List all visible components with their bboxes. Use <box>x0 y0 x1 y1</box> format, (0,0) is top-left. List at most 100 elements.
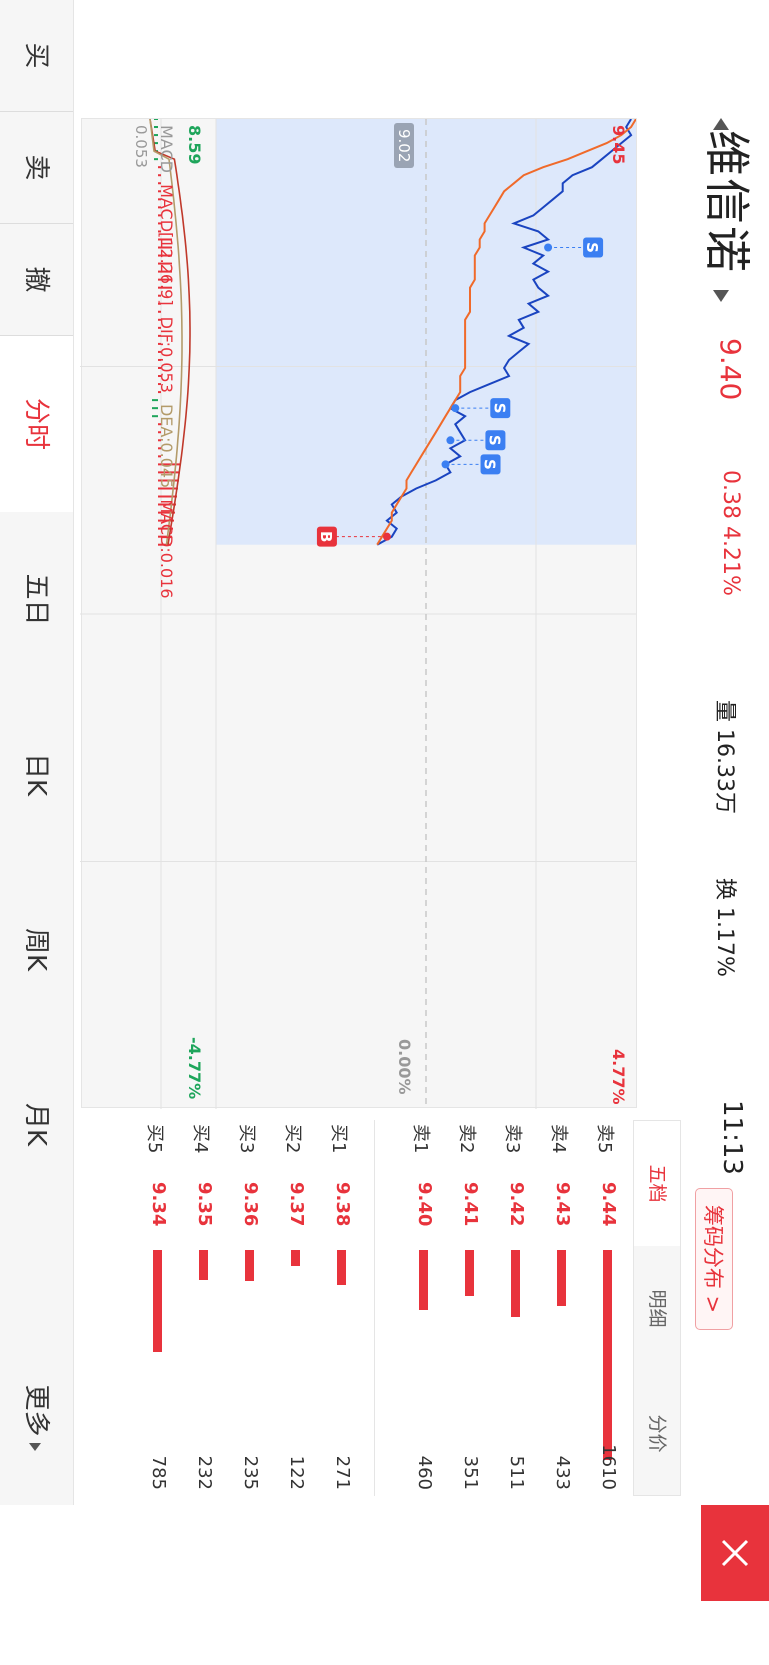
level-volume: 511 <box>506 1455 527 1490</box>
level-volume-bar <box>465 1250 474 1296</box>
order-book-divider <box>374 1120 375 1496</box>
order-book-row: 买5 9.34 785 <box>133 1120 179 1496</box>
macd-dif: DIF:0.053 <box>157 316 176 393</box>
tab-monthly-k[interactable]: 月K <box>21 1102 51 1147</box>
buy-button[interactable]: 买 <box>0 0 73 112</box>
macd-zero-label: 0.053 <box>132 125 150 168</box>
level-price: 9.41 <box>460 1182 481 1227</box>
trade-marker-badge <box>583 237 604 258</box>
order-book-tabs: 五档 明细 分价 <box>633 1120 681 1496</box>
tab-daily-k[interactable]: 日K <box>21 752 51 797</box>
level-label: 卖5 <box>594 1124 615 1154</box>
chevron-down-icon <box>29 1442 42 1451</box>
level-volume-bar <box>153 1250 162 1352</box>
level-volume: 785 <box>148 1455 169 1490</box>
prev-close-label: 9.02 <box>394 123 414 169</box>
level-volume: 1610 <box>598 1444 619 1490</box>
y-axis-high: 9.45 <box>609 125 628 165</box>
tab-detail[interactable]: 明细 <box>646 1289 668 1328</box>
order-book-row: 买3 9.36 235 <box>225 1120 271 1496</box>
trade-marker-badge <box>480 454 501 475</box>
tab-intraday[interactable]: 分时 <box>0 336 73 512</box>
trade-marker-label: B <box>317 531 335 542</box>
pct-axis-mid: 0.00% <box>395 1039 414 1095</box>
y-axis-low: 8.59 <box>185 125 204 165</box>
tab-price-distribution[interactable]: 分价 <box>646 1414 668 1453</box>
level-label: 卖2 <box>456 1124 477 1154</box>
tab-five-levels[interactable]: 五档 <box>634 1121 680 1246</box>
level-volume-bar <box>419 1250 428 1310</box>
level-price: 9.36 <box>240 1182 261 1227</box>
level-volume-bar <box>199 1250 208 1280</box>
pct-axis-high: 4.77% <box>609 1049 628 1105</box>
stock-name: 维信诺 <box>700 130 754 274</box>
trade-marker-dot <box>446 436 455 445</box>
tab-more-label: 更多 <box>21 1384 51 1437</box>
macd-dea: DEA:0.045 <box>157 403 176 489</box>
order-book-row: 买1 9.38 271 <box>317 1120 363 1496</box>
level-label: 卖1 <box>410 1124 431 1154</box>
trade-marker-badge <box>485 430 506 451</box>
level-price: 9.42 <box>506 1182 527 1227</box>
trade-marker-dot <box>441 460 450 469</box>
level-price: 9.44 <box>598 1182 619 1227</box>
trade-marker-label: S <box>481 459 499 470</box>
trade-marker-label: S <box>485 435 503 446</box>
price-line <box>376 119 633 546</box>
dif-line <box>149 119 191 545</box>
prev-stock-icon[interactable] <box>713 118 729 130</box>
tab-more[interactable]: 更多 <box>0 1330 73 1505</box>
order-book-row: 卖2 9.41 351 <box>445 1120 491 1496</box>
stock-turnover: 换 1.17% <box>712 878 737 977</box>
level-label: 买4 <box>190 1124 211 1154</box>
level-price: 9.38 <box>332 1182 353 1227</box>
level-price: 9.43 <box>552 1182 573 1227</box>
close-button[interactable] <box>701 1505 769 1601</box>
level-volume: 235 <box>240 1455 261 1490</box>
tab-five-day[interactable]: 五日 <box>21 573 51 626</box>
level-price: 9.34 <box>148 1182 169 1227</box>
level-price: 9.40 <box>414 1182 435 1227</box>
next-stock-icon[interactable] <box>713 290 729 302</box>
bottom-tab-bar: 买 卖 撤 分时 五日 日K 周K 月K 更多 <box>0 0 74 1505</box>
trade-marker-dot <box>451 404 460 413</box>
level-volume: 433 <box>552 1455 573 1490</box>
sell-button[interactable]: 卖 <box>0 112 73 224</box>
level-price: 9.35 <box>194 1182 215 1227</box>
stock-price: 9.40 <box>714 338 747 401</box>
macd-params: MACD[12.26.9] <box>157 184 176 306</box>
order-book-row: 买2 9.37 122 <box>271 1120 317 1496</box>
chip-distribution-button[interactable]: 筹码分布 > <box>695 1188 733 1330</box>
cancel-order-button[interactable]: 撤 <box>0 224 73 336</box>
dea-line <box>149 119 183 545</box>
trade-marker-badge <box>316 526 337 547</box>
level-volume: 460 <box>414 1455 435 1490</box>
level-label: 卖3 <box>502 1124 523 1154</box>
level-volume: 351 <box>460 1455 481 1490</box>
trade-marker-badge <box>490 398 511 419</box>
level-label: 买3 <box>236 1124 257 1154</box>
trade-marker-dot <box>382 532 391 541</box>
level-volume: 232 <box>194 1455 215 1490</box>
close-icon <box>721 1539 749 1567</box>
trade-marker-label: S <box>583 242 601 253</box>
tab-weekly-k[interactable]: 周K <box>21 927 51 972</box>
order-book: 五档 明细 分价 卖5 9.44 1610 卖4 9.43 433 卖3 9.42 511 卖2 9… <box>81 1120 681 1496</box>
level-volume-bar <box>557 1250 566 1306</box>
stock-change: 0.38 4.21% <box>718 470 743 596</box>
level-label: 卖4 <box>548 1124 569 1154</box>
level-label: 买5 <box>144 1124 165 1154</box>
macd-title: MACD <box>157 125 176 173</box>
pct-axis-low: -4.77% <box>185 1037 204 1100</box>
stock-volume: 量 16.33万 <box>712 700 737 814</box>
trade-marker-label: S <box>490 403 508 414</box>
level-volume-bar <box>511 1250 520 1317</box>
macd-legend: MACD MACD[12.26.9] DIF:0.053 DEA:0.045 M… <box>157 125 176 605</box>
trade-marker-dot <box>544 243 553 252</box>
average-price-line <box>376 119 636 546</box>
level-volume: 122 <box>286 1455 307 1490</box>
level-volume-bar <box>603 1250 612 1460</box>
order-book-row: 买4 9.35 232 <box>179 1120 225 1496</box>
